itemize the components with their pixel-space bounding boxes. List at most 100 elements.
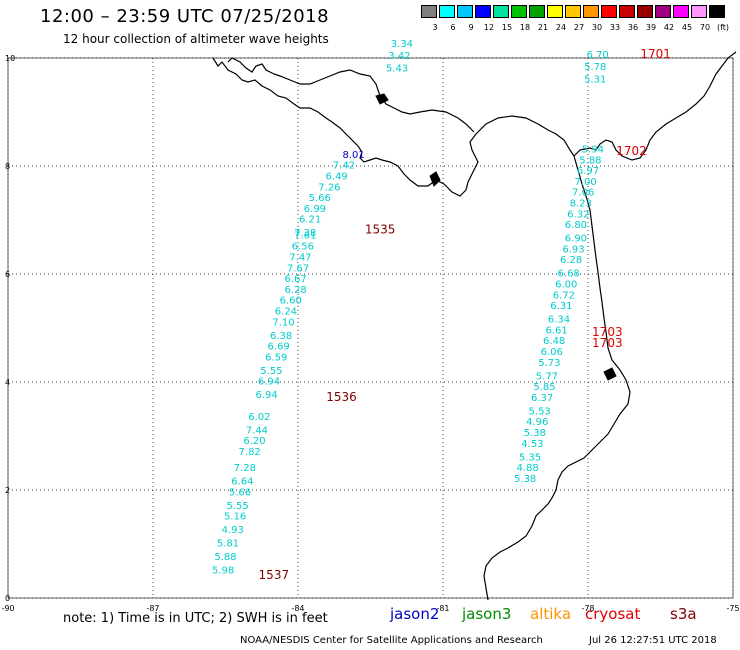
wave-height-label: 4.53 xyxy=(521,439,543,450)
wave-height-label: 6.60 xyxy=(280,296,302,307)
wave-height-label: 5.43 xyxy=(386,64,408,75)
wave-height-label: 6.97 xyxy=(577,166,599,177)
wave-height-label: 6.99 xyxy=(304,204,326,215)
satellite-legend-item: jason3 xyxy=(462,605,512,623)
colorbar-label: 15 xyxy=(501,23,513,32)
wave-height-label: 7.67 xyxy=(287,263,309,274)
colorbar-label: 18 xyxy=(519,23,531,32)
wave-height-label: 6.28 xyxy=(284,285,306,296)
colorbar-label: 12 xyxy=(483,23,495,32)
map-frame xyxy=(7,57,734,599)
colorbar-label: (ft) xyxy=(716,23,730,32)
y-tick-label: 10 xyxy=(5,54,15,63)
x-tick-label: -75 xyxy=(726,604,739,613)
wave-height-label: 5.98 xyxy=(212,566,234,577)
colorbar-label: 45 xyxy=(681,23,693,32)
map-subtitle: 12 hour collection of altimeter wave hei… xyxy=(63,32,329,46)
pass-number-label: 1702 xyxy=(616,144,647,158)
satellite-legend-item: altika xyxy=(530,605,572,623)
satellite-legend-item: cryosat xyxy=(585,605,641,623)
x-tick-label: -87 xyxy=(146,604,159,613)
wave-height-label: 6.56 xyxy=(292,242,314,253)
wave-height-label: 5.66 xyxy=(309,193,331,204)
wave-height-label: 5.31 xyxy=(584,74,606,85)
colorbar-label: 30 xyxy=(591,23,603,32)
wave-height-label: 6.70 xyxy=(587,50,609,61)
wave-height-label: 6.34 xyxy=(548,315,570,326)
wave-height-label: 3.42 xyxy=(388,51,410,62)
wave-height-label: 6.38 xyxy=(270,331,292,342)
colorbar-label: 39 xyxy=(645,23,657,32)
wave-height-label: 7.82 xyxy=(239,447,261,458)
wave-height-label: 6.48 xyxy=(543,336,565,347)
wave-height-label: 4.88 xyxy=(516,463,538,474)
pass-number-label: 1536 xyxy=(326,390,357,404)
wave-height-label: 6.21 xyxy=(299,215,321,226)
y-tick-label: 8 xyxy=(5,162,10,171)
coastline xyxy=(212,51,737,601)
coastline-caribbean xyxy=(227,57,475,133)
x-tick-label: -78 xyxy=(581,604,594,613)
satellite-legend-item: s3a xyxy=(670,605,697,623)
wave-height-label: 7.47 xyxy=(289,253,311,264)
wave-height-label: 5.73 xyxy=(538,358,560,369)
wave-height-label: 6.02 xyxy=(248,412,270,423)
colorbar-swatch xyxy=(475,5,491,18)
wave-height-label: 5.38 xyxy=(514,474,536,485)
colorbar-swatch xyxy=(619,5,635,18)
colorbar-swatch xyxy=(637,5,653,18)
wave-height-label: 7.44 xyxy=(246,425,268,436)
colorbar-swatch xyxy=(655,5,671,18)
colorbar-swatch xyxy=(691,5,707,18)
coastline-central-america xyxy=(212,57,575,197)
wave-height-label: 5.77 xyxy=(536,371,558,382)
colorbar-label: 70 xyxy=(699,23,711,32)
wave-height-label: 4.93 xyxy=(222,525,244,536)
pass-number-label: 1535 xyxy=(365,223,396,237)
wave-height-label: 6.32 xyxy=(567,209,589,220)
wave-height-label: 6.59 xyxy=(265,352,287,363)
colorbar-swatch xyxy=(421,5,437,18)
wave-height-label: 7.26 xyxy=(318,182,340,193)
colorbar-swatch xyxy=(601,5,617,18)
colorbar-label: 36 xyxy=(627,23,639,32)
colorbar-label: 6 xyxy=(450,23,456,32)
y-tick-label: 0 xyxy=(5,594,10,603)
wave-height-label: 7.00 xyxy=(574,177,596,188)
wave-height-label: 5.94 xyxy=(582,145,604,156)
wave-height-label: 7.42 xyxy=(333,161,355,172)
colorbar-swatch xyxy=(439,5,455,18)
y-tick-label: 4 xyxy=(5,378,10,387)
lat-lon-grid xyxy=(7,57,734,599)
wave-height-label: 8.23 xyxy=(570,199,592,210)
colorbar-swatch xyxy=(547,5,563,18)
wave-height-label: 3.34 xyxy=(391,39,413,50)
wave-height-label: 5.55 xyxy=(226,501,248,512)
wave-height-label: 7.10 xyxy=(272,317,294,328)
x-tick-label: -84 xyxy=(291,604,304,613)
wave-height-label: 5.78 xyxy=(584,62,606,73)
colorbar-swatch xyxy=(511,5,527,18)
wave-height-label: 5.35 xyxy=(519,452,541,463)
wave-height-label: 6.90 xyxy=(565,234,587,245)
colorbar-swatch xyxy=(565,5,581,18)
colorbar-label: 33 xyxy=(609,23,621,32)
wave-height-label: 5.55 xyxy=(260,366,282,377)
wave-height-label: 8.01 xyxy=(342,150,364,161)
pass-number-label: 1701 xyxy=(640,47,671,61)
wave-height-label: 7.06 xyxy=(572,188,594,199)
wave-height-label: 6.49 xyxy=(326,172,348,183)
wave-height-label: 6.67 xyxy=(284,274,306,285)
wave-height-label: 6.61 xyxy=(545,325,567,336)
wave-height-label: 6.28 xyxy=(560,255,582,266)
wave-height-label: 7.38 xyxy=(294,228,316,239)
wave-height-label: 6.64 xyxy=(231,477,253,488)
wave-height-label: 5.81 xyxy=(217,539,239,550)
colorbar-label: 9 xyxy=(468,23,474,32)
wave-height-label: 7.61 xyxy=(294,230,316,241)
wave-height-label: 6.80 xyxy=(565,220,587,231)
x-tick-label: -90 xyxy=(1,604,14,613)
colorbar-label: 24 xyxy=(555,23,567,32)
pass-number-label: 1703 xyxy=(592,336,623,350)
